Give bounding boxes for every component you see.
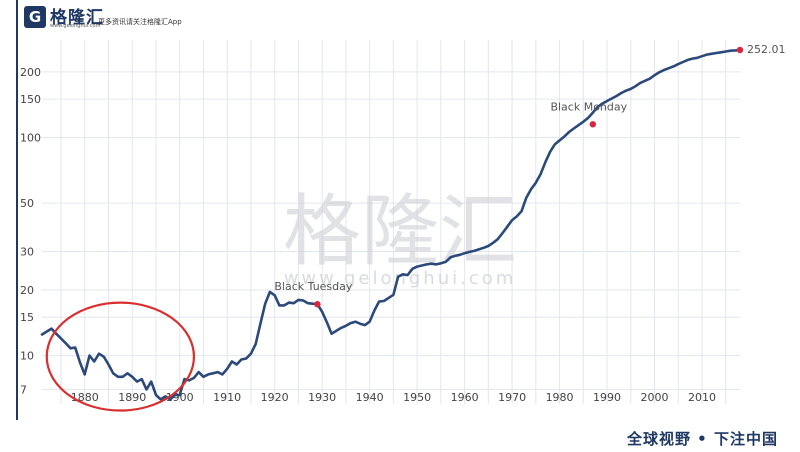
footer-slogan: 全球视野 • 下注中国 <box>626 430 778 448</box>
logo-url: www.gelonghui.com <box>50 23 101 29</box>
logo-name: 格隆汇 <box>50 8 104 28</box>
watermark-logo-text: 格隆汇 <box>283 187 517 277</box>
y-tick-label: 200 <box>20 66 41 79</box>
x-tick-label: 1910 <box>213 391 241 404</box>
y-tick-label: 20 <box>20 284 34 297</box>
header: 格隆汇 www.gelonghui.com 更多资讯请关注格隆汇App <box>0 0 800 34</box>
series-line <box>40 48 742 401</box>
x-tick-label: 1970 <box>498 391 526 404</box>
x-tick-label: 1990 <box>593 391 621 404</box>
y-tick-label: 50 <box>20 197 34 210</box>
x-tick-label: 1940 <box>356 391 384 404</box>
annotation-marker <box>589 121 597 128</box>
y-tick-label: 7 <box>20 383 27 396</box>
annotation-marker <box>314 301 321 308</box>
y-tick-label: 30 <box>20 246 34 259</box>
left-accent-bar <box>16 0 18 420</box>
y-tick-label: 100 <box>20 132 41 145</box>
annotation-label: 252.01 <box>747 43 786 56</box>
y-tick-label: 150 <box>20 93 41 106</box>
y-tick-label: 10 <box>20 350 34 363</box>
annotation-label: Black Monday <box>550 100 627 113</box>
x-tick-label: 2000 <box>641 391 669 404</box>
x-tick-label: 1950 <box>403 391 431 404</box>
logo-tagline: 更多资讯请关注格隆汇App <box>98 18 182 26</box>
annotation-marker <box>736 46 744 54</box>
highlight-circle <box>45 301 196 412</box>
x-tick-label: 1960 <box>451 391 479 404</box>
footer: 全球视野 • 下注中国 <box>0 424 800 452</box>
annotation-label: Black Tuesday <box>274 280 353 293</box>
x-tick-label: 1920 <box>261 391 289 404</box>
x-tick-label: 1980 <box>546 391 574 404</box>
x-tick-label: 2010 <box>688 391 716 404</box>
x-tick-label: 1930 <box>308 391 336 404</box>
x-tick-label: 1880 <box>71 391 99 404</box>
x-tick-label: 1890 <box>118 391 146 404</box>
logo-icon <box>24 6 46 28</box>
y-tick-label: 15 <box>20 311 34 324</box>
